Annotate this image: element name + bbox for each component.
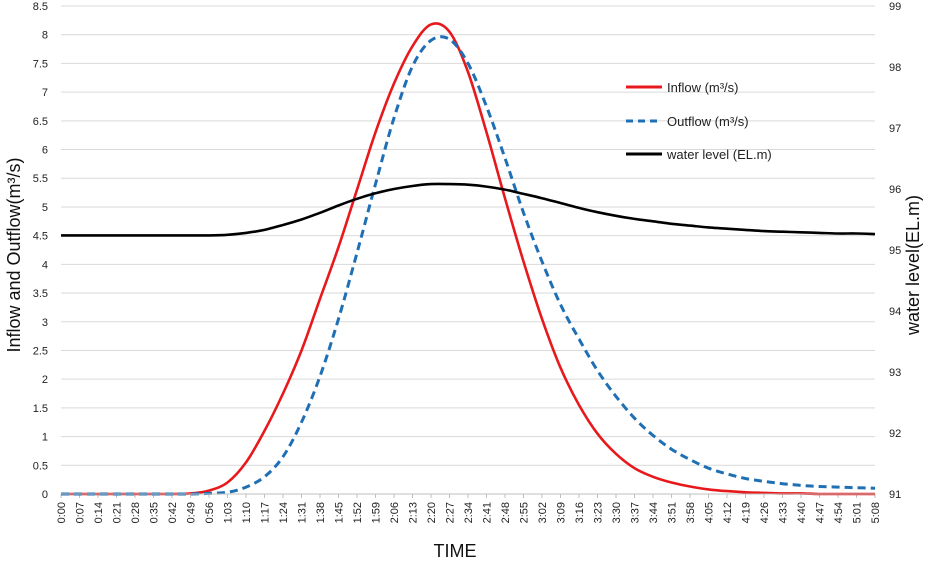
x-tick-label: 3:51 xyxy=(667,502,679,523)
left-tick-label: 4 xyxy=(42,259,48,271)
x-tick-label: 0:42 xyxy=(167,502,179,523)
right-tick-label: 99 xyxy=(889,1,901,13)
x-tick-label: 4:40 xyxy=(796,502,808,523)
x-tick-label: 2:06 xyxy=(389,502,401,523)
left-tick-label: 0 xyxy=(42,489,48,501)
left-tick-label: 8 xyxy=(42,30,48,42)
left-tick-label: 4.5 xyxy=(33,231,48,243)
x-tick-label: 1:38 xyxy=(315,502,327,523)
left-tick-label: 1 xyxy=(42,432,48,444)
x-tick-label: 0:35 xyxy=(149,502,161,523)
right-tick-label: 93 xyxy=(889,367,901,379)
left-tick-label: 3 xyxy=(42,317,48,329)
legend-label-water-level: water level (EL.m) xyxy=(666,147,772,162)
left-tick-label: 7 xyxy=(42,87,48,99)
x-tick-label: 0:56 xyxy=(204,502,216,523)
x-tick-label: 3:16 xyxy=(574,502,586,523)
x-tick-label: 5:01 xyxy=(852,502,864,523)
right-tick-label: 97 xyxy=(889,123,901,135)
x-tick-label: 2:27 xyxy=(445,502,457,523)
x-tick-label: 0:14 xyxy=(93,502,105,523)
x-tick-label: 3:02 xyxy=(537,502,549,523)
x-axis-title: TIME xyxy=(434,541,477,561)
x-axis-ticks: 0:00 0:07 0:14 0:21 0:28 0:35 0:42 0:49 0:56 1:03… xyxy=(56,494,882,523)
left-tick-label: 6 xyxy=(42,145,48,157)
left-tick-label: 2 xyxy=(42,374,48,386)
y-axis-title-left: Inflow and Outflow(m³/s) xyxy=(4,157,24,352)
x-tick-label: 4:19 xyxy=(741,502,753,523)
x-tick-label: 1:03 xyxy=(223,502,235,523)
x-tick-label: 4:47 xyxy=(815,502,827,523)
left-tick-label: 5 xyxy=(42,202,48,214)
x-tick-label: 4:33 xyxy=(778,502,790,523)
y-axis-title-right: water level(EL.m) xyxy=(903,195,923,336)
x-tick-label: 3:44 xyxy=(648,502,660,523)
x-tick-label: 0:28 xyxy=(130,502,142,523)
x-tick-label: 2:48 xyxy=(500,502,512,523)
x-tick-label: 3:58 xyxy=(685,502,697,523)
right-axis-ticks: 91 92 93 94 95 96 97 98 99 xyxy=(889,1,901,501)
x-tick-label: 3:23 xyxy=(593,502,605,523)
gridlines xyxy=(61,5,875,495)
x-tick-label: 1:31 xyxy=(297,502,309,523)
x-tick-label: 0:07 xyxy=(75,502,87,523)
right-tick-label: 98 xyxy=(889,62,901,74)
x-tick-label: 1:10 xyxy=(241,502,253,523)
left-tick-label: 8.5 xyxy=(33,1,48,13)
x-tick-label: 2:55 xyxy=(519,502,531,523)
right-tick-label: 96 xyxy=(889,184,901,196)
x-tick-label: 3:09 xyxy=(556,502,568,523)
x-tick-label: 4:54 xyxy=(833,502,845,523)
x-tick-label: 2:13 xyxy=(408,502,420,523)
outflow-line xyxy=(61,35,876,496)
left-tick-label: 5.5 xyxy=(33,173,48,185)
left-tick-label: 0.5 xyxy=(33,460,48,472)
x-tick-label: 4:12 xyxy=(722,502,734,523)
x-tick-label: 0:00 xyxy=(56,502,68,523)
x-tick-label: 3:30 xyxy=(611,502,623,523)
x-tick-label: 2:20 xyxy=(426,502,438,523)
right-tick-label: 94 xyxy=(889,306,901,318)
series-lines xyxy=(61,22,876,496)
x-tick-label: 5:08 xyxy=(870,502,882,523)
legend: Inflow (m³/s) Outflow (m³/s) water level… xyxy=(626,80,772,162)
right-tick-label: 91 xyxy=(889,489,901,501)
inflow-line xyxy=(61,22,875,496)
x-tick-label: 0:49 xyxy=(186,502,198,523)
right-tick-label: 95 xyxy=(889,245,901,257)
x-tick-label: 1:52 xyxy=(352,502,364,523)
x-tick-label: 4:05 xyxy=(704,502,716,523)
left-tick-label: 3.5 xyxy=(33,288,48,300)
legend-label-inflow: Inflow (m³/s) xyxy=(667,80,739,95)
left-tick-label: 2.5 xyxy=(33,345,48,357)
x-tick-label: 0:21 xyxy=(112,502,124,523)
x-tick-label: 2:34 xyxy=(463,502,475,523)
x-tick-label: 1:24 xyxy=(278,502,290,523)
right-tick-label: 92 xyxy=(889,428,901,440)
x-tick-label: 3:37 xyxy=(630,502,642,523)
legend-label-outflow: Outflow (m³/s) xyxy=(667,114,749,129)
x-tick-label: 1:59 xyxy=(371,502,383,523)
water-level-line xyxy=(61,182,876,237)
x-tick-label: 1:17 xyxy=(260,502,272,523)
x-tick-label: 4:26 xyxy=(759,502,771,523)
left-tick-label: 6.5 xyxy=(33,116,48,128)
x-tick-label: 1:45 xyxy=(334,502,346,523)
left-tick-label: 1.5 xyxy=(33,403,48,415)
left-tick-label: 7.5 xyxy=(33,58,48,70)
x-tick-label: 2:41 xyxy=(482,502,494,523)
left-axis-ticks: 0 0.5 1 1.5 2 2.5 3 3.5 4 4.5 5 5.5 6 6.5 7 7.5 8 8.5 xyxy=(33,1,48,501)
